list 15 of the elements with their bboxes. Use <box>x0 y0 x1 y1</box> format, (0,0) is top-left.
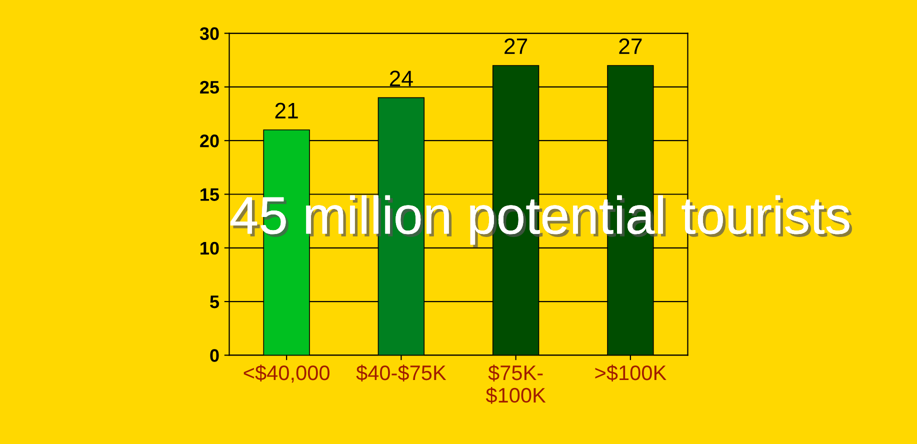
data-label: 21 <box>275 102 298 118</box>
x-tick-label: $40-$75K <box>356 364 446 382</box>
x-tick-label: >$100K <box>595 364 666 382</box>
y-tick-label: 20 <box>200 134 219 148</box>
y-tick-label: 0 <box>210 349 219 362</box>
y-tick-label: 25 <box>200 80 220 94</box>
x-tick-label: <$40,000 <box>244 364 330 383</box>
data-label: 27 <box>504 38 528 54</box>
x-tick-label: $75K- $100K <box>486 364 546 404</box>
y-tick-label: 15 <box>200 188 220 201</box>
data-label: 27 <box>619 38 642 54</box>
y-tick-label: 10 <box>200 242 219 255</box>
data-label: 24 <box>390 70 413 86</box>
y-tick-label: 5 <box>210 296 220 308</box>
y-tick-label: 30 <box>200 27 219 40</box>
